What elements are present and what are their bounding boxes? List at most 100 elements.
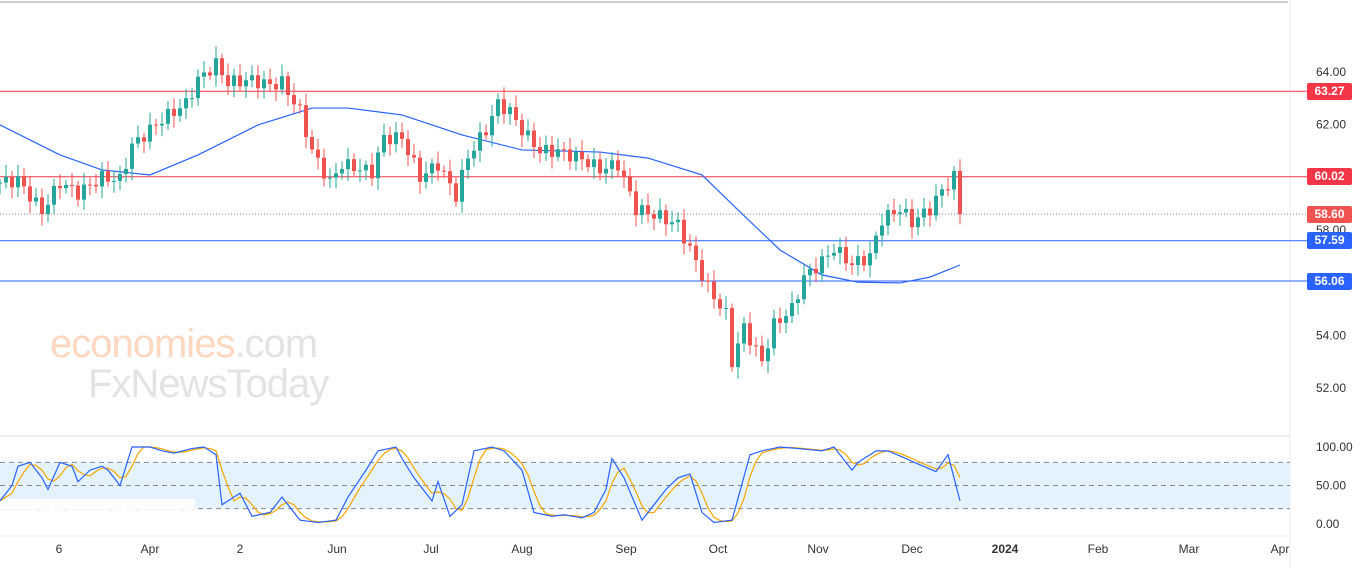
- candle: [766, 338, 770, 373]
- candle: [196, 69, 200, 106]
- candle: [214, 46, 218, 87]
- time-tick: 2024: [992, 542, 1019, 556]
- candle: [814, 257, 818, 283]
- candle: [328, 168, 332, 189]
- candle: [742, 316, 746, 352]
- candle: [352, 153, 356, 178]
- candle: [88, 177, 92, 196]
- candle: [556, 138, 560, 162]
- candle: [442, 165, 446, 179]
- candle: [892, 198, 896, 222]
- candle: [928, 201, 932, 227]
- watermark-economies: economies.com: [50, 322, 318, 366]
- candle: [724, 296, 728, 321]
- candle: [664, 204, 668, 236]
- candle: [28, 176, 32, 214]
- candle: [544, 135, 548, 161]
- candle: [58, 174, 62, 200]
- candle: [262, 70, 266, 99]
- candle: [940, 184, 944, 208]
- candle: [490, 104, 494, 147]
- level-tag: 60.02: [1307, 168, 1352, 186]
- candle: [754, 337, 758, 357]
- candle: [400, 122, 404, 148]
- candle: [40, 188, 44, 226]
- candle: [712, 270, 716, 309]
- time-tick: Sep: [615, 542, 637, 556]
- candle: [634, 180, 638, 227]
- candle: [844, 236, 848, 271]
- candle: [424, 161, 428, 189]
- candle: [106, 161, 110, 187]
- time-tick: Dec: [901, 542, 922, 556]
- level-tag: 57.59: [1307, 232, 1352, 250]
- candle: [790, 291, 794, 324]
- candle: [688, 234, 692, 252]
- candle: [226, 63, 230, 96]
- level-tag: 56.06: [1307, 272, 1352, 290]
- candle: [538, 136, 542, 163]
- candle: [616, 150, 620, 178]
- candle: [136, 125, 140, 148]
- candle: [142, 132, 146, 154]
- candle: [376, 146, 380, 190]
- candle: [112, 170, 116, 193]
- candle: [514, 95, 518, 127]
- candle: [436, 151, 440, 181]
- candle: [718, 293, 722, 317]
- candle: [496, 93, 500, 124]
- candle: [826, 244, 830, 268]
- candle: [622, 160, 626, 189]
- candle: [958, 159, 962, 225]
- candle: [118, 165, 122, 190]
- stoch-k-line: [0, 446, 961, 524]
- candle: [676, 212, 680, 232]
- time-tick: Apr: [141, 542, 160, 556]
- price-tick: 54.00: [1316, 328, 1346, 342]
- candle: [586, 154, 590, 173]
- mask: [0, 499, 195, 509]
- candle: [304, 93, 308, 149]
- candle: [802, 263, 806, 305]
- candle: [772, 309, 776, 356]
- candle: [310, 129, 314, 154]
- candle: [700, 249, 704, 287]
- candle: [430, 158, 434, 184]
- candle: [934, 184, 938, 221]
- candle: [916, 208, 920, 236]
- candle: [244, 71, 248, 99]
- candle: [478, 122, 482, 163]
- candle: [412, 144, 416, 163]
- candle: [286, 71, 290, 107]
- stoch-tick: 100.00: [1316, 440, 1353, 454]
- candle: [682, 209, 686, 255]
- candle: [292, 83, 296, 114]
- candle: [880, 213, 884, 247]
- level-tag: 63.27: [1307, 82, 1352, 100]
- candle: [166, 101, 170, 130]
- last-price-tag: 58.60: [1307, 205, 1352, 223]
- candle: [232, 68, 236, 98]
- price-tick: 62.00: [1316, 118, 1346, 132]
- candle: [448, 159, 452, 196]
- candle: [34, 187, 38, 206]
- candle: [274, 77, 278, 102]
- candle: [850, 255, 854, 275]
- candle: [70, 173, 74, 198]
- candle: [46, 194, 50, 223]
- candle: [406, 130, 410, 167]
- candle: [502, 87, 506, 124]
- candle: [0, 178, 2, 195]
- candle: [562, 142, 566, 161]
- candle: [862, 250, 866, 272]
- candle: [610, 151, 614, 180]
- candle: [574, 146, 578, 171]
- candle: [298, 99, 302, 114]
- moving-average-line: [0, 107, 961, 284]
- candle: [382, 123, 386, 157]
- candle: [526, 119, 530, 142]
- candle: [550, 135, 554, 169]
- candle: [592, 147, 596, 179]
- candle: [730, 303, 734, 372]
